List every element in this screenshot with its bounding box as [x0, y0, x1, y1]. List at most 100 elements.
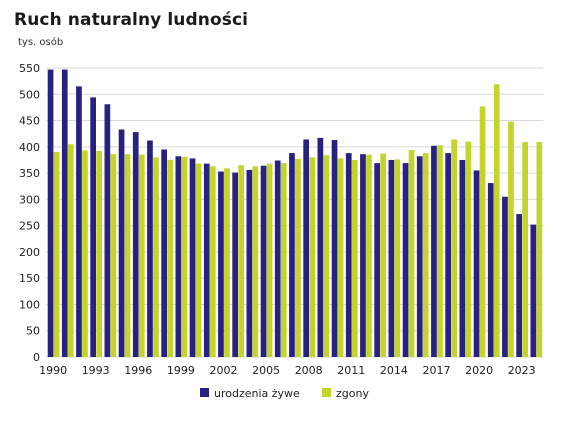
- bar-births: [61, 69, 68, 358]
- bar-births: [516, 214, 522, 357]
- bar-births: [374, 163, 380, 357]
- bar-deaths: [366, 154, 372, 357]
- chart-title: Ruch naturalny ludności: [14, 10, 249, 30]
- x-tick-label: 2014: [380, 364, 408, 377]
- bar-deaths: [380, 153, 386, 357]
- bar-births: [473, 170, 480, 357]
- bar-deaths: [536, 142, 543, 357]
- bar-deaths: [394, 159, 401, 357]
- bar-deaths: [323, 155, 330, 357]
- x-tick-label: 1993: [82, 364, 110, 377]
- bar-births: [416, 156, 423, 357]
- bar-deaths: [280, 163, 287, 357]
- bar-deaths: [437, 145, 443, 357]
- bar-births: [161, 149, 167, 357]
- bar-births: [459, 159, 466, 357]
- bar-births: [360, 154, 366, 357]
- bar-deaths: [252, 166, 259, 357]
- bar-births: [303, 139, 309, 357]
- bar-deaths: [508, 121, 514, 357]
- bar-deaths: [138, 154, 145, 357]
- bar-deaths: [422, 153, 429, 357]
- bar-births: [402, 163, 409, 357]
- y-tick-label: 200: [19, 246, 40, 259]
- y-tick-label: 0: [33, 351, 40, 364]
- bar-deaths: [522, 142, 528, 357]
- bar-deaths: [53, 152, 60, 357]
- bar-deaths: [309, 157, 315, 357]
- bar-deaths: [67, 144, 74, 357]
- bar-deaths: [479, 106, 486, 357]
- bar-births: [289, 153, 295, 357]
- bar-deaths: [451, 139, 457, 357]
- bar-births: [431, 145, 437, 357]
- y-tick-label: 450: [19, 115, 40, 128]
- y-tick-label: 150: [19, 272, 40, 285]
- legend-deaths-label: zgony: [336, 387, 369, 400]
- bar-deaths: [408, 149, 415, 357]
- bar-deaths: [224, 168, 230, 357]
- bar-births: [47, 69, 54, 358]
- x-tick-label: 1999: [167, 364, 195, 377]
- bar-births: [132, 132, 139, 357]
- bar-deaths: [238, 165, 244, 357]
- x-tick-label: 2005: [252, 364, 280, 377]
- bar-deaths: [465, 141, 472, 357]
- y-tick-label: 100: [19, 298, 40, 311]
- x-tick-label: 2002: [210, 364, 238, 377]
- bar-births: [331, 139, 338, 357]
- x-tick-label: 2020: [465, 364, 493, 377]
- y-tick-label: 400: [19, 141, 40, 154]
- x-tick-label: 2017: [423, 364, 451, 377]
- legend-births-label: urodzenia żywe: [214, 387, 300, 400]
- y-tick-label: 50: [26, 325, 40, 338]
- bar-deaths: [351, 159, 358, 357]
- bar-births: [317, 137, 324, 357]
- bar-deaths: [124, 154, 131, 357]
- bar-births: [388, 159, 395, 357]
- legend-births-swatch: [200, 388, 209, 397]
- bar-births: [203, 163, 210, 357]
- bar-deaths: [195, 163, 202, 357]
- bar-births: [502, 196, 508, 357]
- bar-births: [218, 171, 224, 357]
- bar-births: [260, 165, 267, 357]
- y-tick-label: 550: [19, 62, 40, 75]
- bar-births: [189, 158, 196, 357]
- bar-births: [76, 86, 82, 358]
- bar-births: [147, 140, 153, 357]
- bar-births: [530, 224, 537, 357]
- bar-deaths: [337, 158, 344, 357]
- x-tick-label: 1990: [39, 364, 67, 377]
- legend-deaths-swatch: [322, 388, 331, 397]
- y-tick-label: 500: [19, 88, 40, 101]
- bar-deaths: [167, 159, 173, 357]
- y-tick-label: 350: [19, 167, 40, 180]
- bar-deaths: [82, 150, 88, 357]
- y-tick-label: 300: [19, 193, 40, 206]
- bar-deaths: [266, 163, 273, 357]
- bar-deaths: [181, 156, 188, 357]
- bar-births: [118, 129, 125, 357]
- bar-births: [345, 153, 352, 357]
- x-tick-label: 2008: [295, 364, 323, 377]
- x-tick-label: 1996: [124, 364, 152, 377]
- bar-births: [246, 169, 253, 357]
- y-axis-unit-label: tys. osób: [18, 37, 64, 48]
- bar-deaths: [295, 158, 301, 357]
- bar-births: [104, 104, 111, 357]
- y-tick-label: 250: [19, 220, 40, 233]
- x-tick-label: 2011: [337, 364, 365, 377]
- bar-births: [232, 172, 238, 357]
- bar-births: [487, 183, 494, 357]
- bar-deaths: [493, 84, 500, 357]
- bar-deaths: [153, 157, 159, 357]
- bar-births: [90, 97, 96, 358]
- bar-deaths: [209, 166, 216, 357]
- bar-deaths: [96, 151, 102, 357]
- bar-deaths: [110, 154, 117, 357]
- x-tick-label: 2023: [508, 364, 536, 377]
- bar-births: [445, 153, 451, 357]
